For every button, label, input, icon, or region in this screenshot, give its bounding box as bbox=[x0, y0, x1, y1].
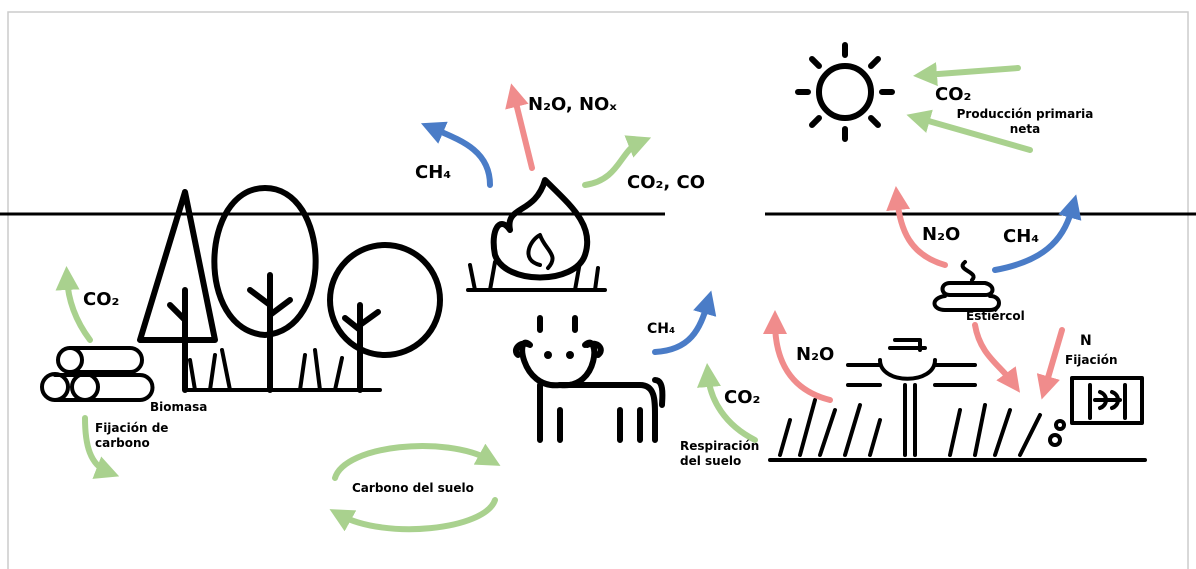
label: CO₂ bbox=[83, 289, 119, 310]
cow-icon bbox=[516, 318, 662, 440]
page: CH₄ N₂O, NOₓ CO₂, CO CO₂ Producción prim… bbox=[0, 0, 1196, 569]
label: Respiración bbox=[680, 439, 759, 453]
label: carbono bbox=[95, 436, 150, 450]
sun-icon bbox=[798, 45, 892, 139]
label: neta bbox=[1010, 122, 1041, 136]
diagram: CH₄ N₂O, NOₓ CO₂, CO CO₂ Producción prim… bbox=[0, 0, 1196, 569]
fire-icon bbox=[468, 180, 605, 290]
trees-icon bbox=[140, 188, 440, 390]
label: Fijación bbox=[1065, 353, 1118, 367]
label: Fijación de bbox=[95, 421, 168, 435]
label: N₂O, NOₓ bbox=[528, 94, 617, 115]
manure-icon bbox=[934, 262, 999, 310]
label: N₂O bbox=[796, 344, 834, 365]
label: Estiércol bbox=[966, 309, 1025, 323]
logs-icon bbox=[42, 348, 153, 400]
label: Carbono del suelo bbox=[352, 481, 474, 495]
label: del suelo bbox=[680, 454, 741, 468]
label: N bbox=[1080, 333, 1092, 349]
label: Biomasa bbox=[150, 400, 207, 414]
label: Producción primaria bbox=[957, 107, 1094, 121]
label: CO₂ bbox=[724, 387, 760, 408]
label: N₂O bbox=[922, 224, 960, 245]
label: CH₄ bbox=[415, 162, 451, 183]
label: CH₄ bbox=[647, 321, 675, 337]
label: CH₄ bbox=[1003, 226, 1039, 247]
label: CO₂ bbox=[935, 84, 971, 105]
label: CO₂, CO bbox=[627, 172, 705, 193]
